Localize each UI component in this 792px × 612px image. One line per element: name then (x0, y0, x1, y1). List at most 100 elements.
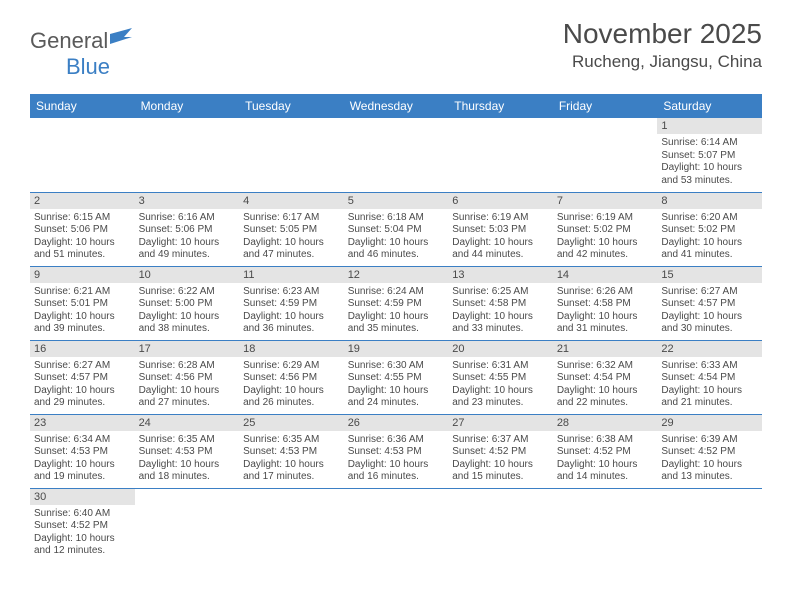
day-number: 24 (135, 415, 240, 431)
day-number: 17 (135, 341, 240, 357)
calendar-row: 30Sunrise: 6:40 AMSunset: 4:52 PMDayligh… (30, 488, 762, 562)
day-number: 14 (553, 267, 658, 283)
calendar-cell: 1Sunrise: 6:14 AMSunset: 5:07 PMDaylight… (657, 118, 762, 192)
calendar-cell (553, 488, 658, 562)
location: Rucheng, Jiangsu, China (563, 52, 762, 72)
day-number: 23 (30, 415, 135, 431)
day-number: 15 (657, 267, 762, 283)
sunrise-text: Sunrise: 6:35 AM (243, 434, 340, 447)
sunrise-text: Sunrise: 6:20 AM (661, 212, 758, 225)
sunset-text: Sunset: 4:52 PM (557, 446, 654, 459)
sunset-text: Sunset: 4:57 PM (661, 298, 758, 311)
calendar-row: 2Sunrise: 6:15 AMSunset: 5:06 PMDaylight… (30, 192, 762, 266)
daylight-text: Daylight: 10 hours and 42 minutes. (557, 237, 654, 262)
sunrise-text: Sunrise: 6:23 AM (243, 286, 340, 299)
daylight-text: Daylight: 10 hours and 53 minutes. (661, 162, 758, 187)
weekday-header: Thursday (448, 94, 553, 118)
sunrise-text: Sunrise: 6:15 AM (34, 212, 131, 225)
sunset-text: Sunset: 5:06 PM (34, 224, 131, 237)
daylight-text: Daylight: 10 hours and 38 minutes. (139, 311, 236, 336)
sunrise-text: Sunrise: 6:19 AM (557, 212, 654, 225)
calendar-cell (344, 488, 449, 562)
sunrise-text: Sunrise: 6:14 AM (661, 137, 758, 150)
sunset-text: Sunset: 4:54 PM (557, 372, 654, 385)
day-body: Sunrise: 6:14 AMSunset: 5:07 PMDaylight:… (657, 134, 762, 190)
sunrise-text: Sunrise: 6:21 AM (34, 286, 131, 299)
day-body: Sunrise: 6:35 AMSunset: 4:53 PMDaylight:… (135, 431, 240, 487)
calendar-cell: 16Sunrise: 6:27 AMSunset: 4:57 PMDayligh… (30, 340, 135, 414)
daylight-text: Daylight: 10 hours and 39 minutes. (34, 311, 131, 336)
day-body: Sunrise: 6:26 AMSunset: 4:58 PMDaylight:… (553, 283, 658, 339)
sunrise-text: Sunrise: 6:25 AM (452, 286, 549, 299)
calendar-cell: 3Sunrise: 6:16 AMSunset: 5:06 PMDaylight… (135, 192, 240, 266)
day-number: 21 (553, 341, 658, 357)
day-body: Sunrise: 6:22 AMSunset: 5:00 PMDaylight:… (135, 283, 240, 339)
weekday-header: Monday (135, 94, 240, 118)
sunset-text: Sunset: 5:04 PM (348, 224, 445, 237)
daylight-text: Daylight: 10 hours and 15 minutes. (452, 459, 549, 484)
calendar-row: 1Sunrise: 6:14 AMSunset: 5:07 PMDaylight… (30, 118, 762, 192)
day-number: 6 (448, 193, 553, 209)
day-number: 27 (448, 415, 553, 431)
day-body: Sunrise: 6:30 AMSunset: 4:55 PMDaylight:… (344, 357, 449, 413)
daylight-text: Daylight: 10 hours and 49 minutes. (139, 237, 236, 262)
daylight-text: Daylight: 10 hours and 16 minutes. (348, 459, 445, 484)
daylight-text: Daylight: 10 hours and 21 minutes. (661, 385, 758, 410)
daylight-text: Daylight: 10 hours and 12 minutes. (34, 533, 131, 558)
daylight-text: Daylight: 10 hours and 26 minutes. (243, 385, 340, 410)
day-number: 12 (344, 267, 449, 283)
day-number: 19 (344, 341, 449, 357)
sunset-text: Sunset: 4:57 PM (34, 372, 131, 385)
calendar-cell: 7Sunrise: 6:19 AMSunset: 5:02 PMDaylight… (553, 192, 658, 266)
daylight-text: Daylight: 10 hours and 36 minutes. (243, 311, 340, 336)
calendar-cell: 27Sunrise: 6:37 AMSunset: 4:52 PMDayligh… (448, 414, 553, 488)
calendar-cell: 26Sunrise: 6:36 AMSunset: 4:53 PMDayligh… (344, 414, 449, 488)
day-body: Sunrise: 6:34 AMSunset: 4:53 PMDaylight:… (30, 431, 135, 487)
weekday-header: Friday (553, 94, 658, 118)
sunrise-text: Sunrise: 6:38 AM (557, 434, 654, 447)
sunrise-text: Sunrise: 6:35 AM (139, 434, 236, 447)
day-number: 4 (239, 193, 344, 209)
sunset-text: Sunset: 4:53 PM (34, 446, 131, 459)
sunset-text: Sunset: 5:03 PM (452, 224, 549, 237)
sunrise-text: Sunrise: 6:34 AM (34, 434, 131, 447)
day-number: 20 (448, 341, 553, 357)
daylight-text: Daylight: 10 hours and 31 minutes. (557, 311, 654, 336)
sunset-text: Sunset: 4:53 PM (243, 446, 340, 459)
day-body: Sunrise: 6:27 AMSunset: 4:57 PMDaylight:… (657, 283, 762, 339)
sunset-text: Sunset: 5:06 PM (139, 224, 236, 237)
sunset-text: Sunset: 5:02 PM (557, 224, 654, 237)
calendar-row: 9Sunrise: 6:21 AMSunset: 5:01 PMDaylight… (30, 266, 762, 340)
sunset-text: Sunset: 4:56 PM (139, 372, 236, 385)
calendar-cell: 5Sunrise: 6:18 AMSunset: 5:04 PMDaylight… (344, 192, 449, 266)
daylight-text: Daylight: 10 hours and 46 minutes. (348, 237, 445, 262)
sunset-text: Sunset: 4:58 PM (452, 298, 549, 311)
day-number: 3 (135, 193, 240, 209)
month-title: November 2025 (563, 18, 762, 50)
sunset-text: Sunset: 4:52 PM (452, 446, 549, 459)
sunrise-text: Sunrise: 6:29 AM (243, 360, 340, 373)
day-body: Sunrise: 6:25 AMSunset: 4:58 PMDaylight:… (448, 283, 553, 339)
day-number: 22 (657, 341, 762, 357)
header: GeneralBlue November 2025 Rucheng, Jiang… (0, 0, 792, 88)
day-body: Sunrise: 6:33 AMSunset: 4:54 PMDaylight:… (657, 357, 762, 413)
calendar-cell (239, 118, 344, 192)
day-number: 26 (344, 415, 449, 431)
sunrise-text: Sunrise: 6:32 AM (557, 360, 654, 373)
calendar-cell (135, 118, 240, 192)
sunset-text: Sunset: 5:00 PM (139, 298, 236, 311)
logo-text-general: General (30, 28, 108, 53)
day-body: Sunrise: 6:27 AMSunset: 4:57 PMDaylight:… (30, 357, 135, 413)
day-number: 1 (657, 118, 762, 134)
sunset-text: Sunset: 4:56 PM (243, 372, 340, 385)
day-body: Sunrise: 6:38 AMSunset: 4:52 PMDaylight:… (553, 431, 658, 487)
calendar-cell: 18Sunrise: 6:29 AMSunset: 4:56 PMDayligh… (239, 340, 344, 414)
sunset-text: Sunset: 4:52 PM (661, 446, 758, 459)
daylight-text: Daylight: 10 hours and 23 minutes. (452, 385, 549, 410)
calendar-cell (448, 118, 553, 192)
day-body: Sunrise: 6:36 AMSunset: 4:53 PMDaylight:… (344, 431, 449, 487)
day-body: Sunrise: 6:35 AMSunset: 4:53 PMDaylight:… (239, 431, 344, 487)
daylight-text: Daylight: 10 hours and 30 minutes. (661, 311, 758, 336)
calendar-cell (657, 488, 762, 562)
calendar-cell: 30Sunrise: 6:40 AMSunset: 4:52 PMDayligh… (30, 488, 135, 562)
